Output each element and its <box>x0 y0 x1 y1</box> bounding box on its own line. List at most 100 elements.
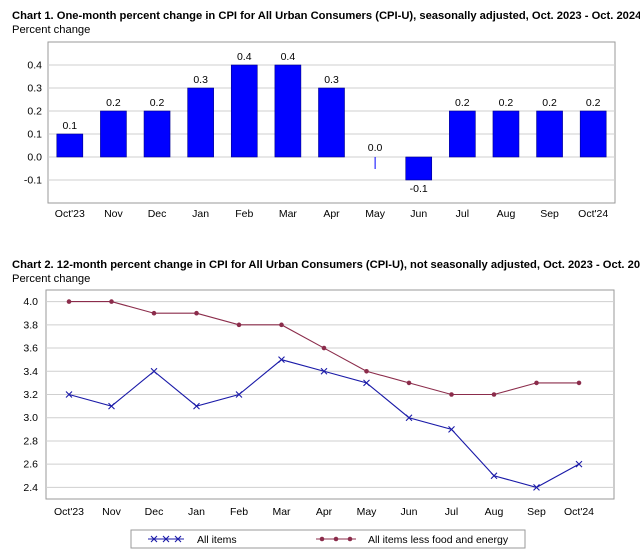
chart2-y-tick-label: 3.0 <box>23 412 38 424</box>
chart2-point-all-items <box>108 402 115 410</box>
chart1-bar <box>143 110 171 158</box>
chart2-point-core <box>279 322 284 328</box>
chart1-bar <box>56 133 84 158</box>
chart1-bar <box>449 110 476 158</box>
chart2-point-all-items <box>575 460 583 468</box>
chart2-y-tick-label: 4.0 <box>23 296 38 308</box>
legend-marker-core <box>333 536 339 542</box>
chart1-x-tick-label: Jul <box>456 208 469 220</box>
legend-marker-all-items <box>174 535 182 543</box>
chart1-y-tick-label: 0.4 <box>27 60 42 72</box>
chart1-bar <box>318 87 345 158</box>
chart2-y-tick-label: 2.6 <box>23 459 38 471</box>
chart1-data-label: 0.4 <box>281 51 296 63</box>
chart1-y-tick-label: -0.1 <box>24 175 42 187</box>
chart1-x-tick-label: Sep <box>540 208 559 220</box>
chart2-y-tick-label: 2.4 <box>23 482 38 494</box>
chart1-x-tick-label: Jun <box>410 208 427 220</box>
chart2-title: Chart 2. 12-month percent change in CPI … <box>12 259 640 271</box>
chart2-point-all-items <box>363 379 370 387</box>
chart2-point-core <box>449 392 454 397</box>
chart1-data-label: 0.2 <box>499 97 514 109</box>
chart1-bar <box>492 110 520 158</box>
chart1-bar <box>187 87 214 158</box>
chart2-point-core <box>151 310 157 316</box>
chart2-point-all-items <box>320 367 328 375</box>
chart1-bar <box>579 110 607 158</box>
chart2-x-tick-label: Aug <box>485 506 504 518</box>
chart2-point-core <box>534 380 539 386</box>
chart2-y-tick-label: 3.8 <box>23 319 38 331</box>
chart2-point-core <box>576 380 582 386</box>
chart2-point-core <box>66 299 72 304</box>
legend-marker-core <box>319 536 325 542</box>
legend-marker-all-items <box>162 535 170 543</box>
chart1-data-label: 0.4 <box>237 51 252 63</box>
chart2-point-all-items <box>150 367 158 375</box>
chart1-title: Chart 1. One-month percent change in CPI… <box>12 10 640 22</box>
chart1-x-tick-label: Aug <box>497 208 516 220</box>
legend-label-all-items: All items <box>197 534 237 546</box>
chart2-x-tick-label: Jul <box>445 506 458 518</box>
chart2-point-all-items <box>405 414 413 422</box>
chart2-point-all-items <box>490 472 498 480</box>
chart1-data-label: 0.2 <box>150 97 165 109</box>
chart1-y-axis-label: Percent change <box>12 24 91 36</box>
chart1-y-tick-label: 0.0 <box>27 152 42 164</box>
chart1-data-label: 0.2 <box>586 97 601 109</box>
chart2-x-tick-label: Feb <box>230 506 248 518</box>
chart1-x-tick-label: Feb <box>235 208 253 220</box>
chart2-point-core <box>321 345 327 351</box>
chart1-x-tick-label: Apr <box>323 208 340 220</box>
chart2-point-all-items <box>278 356 285 364</box>
chart2-x-tick-label: Apr <box>316 506 333 518</box>
chart2-point-all-items <box>65 391 73 398</box>
chart2-point-core <box>236 322 242 328</box>
chart2-x-tick-label: Oct'24 <box>564 506 594 518</box>
legend-label-core: All items less food and energy <box>368 534 509 546</box>
chart1-data-label: -0.1 <box>410 183 428 195</box>
chart2-x-tick-label: Oct'23 <box>54 506 84 518</box>
chart1-bar <box>100 110 127 158</box>
chart2-point-core <box>109 299 114 304</box>
chart2-y-axis-label: Percent change <box>12 273 91 285</box>
chart1-y-tick-label: 0.3 <box>27 83 42 95</box>
chart1-data-label: 0.3 <box>193 74 208 86</box>
chart1-data-label: 0.0 <box>368 142 383 154</box>
chart2-x-tick-label: Jan <box>188 506 205 518</box>
chart2-point-all-items <box>448 425 455 433</box>
chart1-data-label: 0.3 <box>324 74 339 86</box>
chart1-x-tick-label: May <box>365 208 386 220</box>
chart2-point-all-items <box>235 391 243 398</box>
chart1-x-tick-label: Jan <box>192 208 209 220</box>
chart1-data-label: 0.2 <box>106 97 121 109</box>
legend-marker-core <box>347 536 353 542</box>
chart2-point-core <box>194 310 199 316</box>
chart2-x-tick-label: Dec <box>145 506 164 518</box>
chart1-data-label: 0.2 <box>455 97 470 109</box>
chart1-x-tick-label: Mar <box>279 208 298 220</box>
chart1-x-tick-label: Oct'23 <box>55 208 85 220</box>
chart1-y-tick-label: 0.1 <box>27 129 42 141</box>
chart2-point-all-items <box>193 402 200 410</box>
chart1-y-tick-label: 0.2 <box>27 106 42 118</box>
chart1-data-label: 0.1 <box>63 120 78 132</box>
chart2-x-tick-label: Sep <box>527 506 546 518</box>
chart2-y-tick-label: 2.8 <box>23 435 38 447</box>
chart2-x-tick-label: Mar <box>272 506 291 518</box>
chart2-x-tick-label: May <box>357 506 378 518</box>
chart2-point-core <box>364 368 369 374</box>
chart1-x-tick-label: Dec <box>148 208 167 220</box>
chart1-data-label: 0.2 <box>542 97 557 109</box>
chart2-x-tick-label: Nov <box>102 506 121 518</box>
chart1-bar-chart: -0.1 0.0 0.1 0.2 0.3 0.4 0.1 Oct'23 0.2 Nov 0.2 Dec… <box>24 41 616 220</box>
chart2-x-tick-label: Jun <box>401 506 418 518</box>
chart2-point-core <box>406 380 412 386</box>
chart1-x-tick-label: Oct'24 <box>578 208 608 220</box>
chart2-y-tick-label: 3.2 <box>23 389 38 401</box>
chart2-y-tick-label: 3.4 <box>23 366 38 378</box>
chart2-point-core <box>491 392 497 397</box>
chart1-x-tick-label: Nov <box>104 208 123 220</box>
chart1-bar <box>536 110 563 158</box>
